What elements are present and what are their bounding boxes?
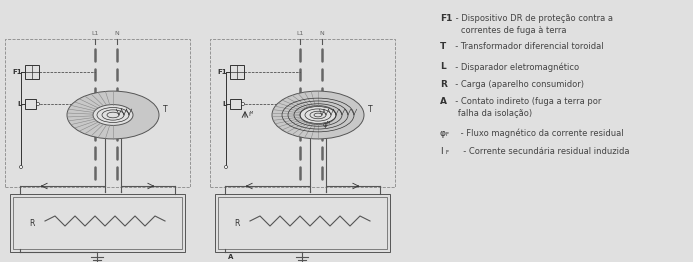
Text: - Contato indireto (fuga a terra por
   falha da isolação): - Contato indireto (fuga a terra por fal… <box>450 97 602 118</box>
Bar <box>215 194 390 252</box>
Text: Iᴹ: Iᴹ <box>248 112 253 117</box>
Circle shape <box>225 166 227 168</box>
Text: L1: L1 <box>91 31 98 36</box>
Text: - Transformador diferencial toroidal: - Transformador diferencial toroidal <box>450 42 604 51</box>
Text: R: R <box>234 219 240 227</box>
Text: - Carga (aparelho consumidor): - Carga (aparelho consumidor) <box>450 80 584 89</box>
Text: R: R <box>440 80 447 89</box>
Bar <box>25 65 39 79</box>
Circle shape <box>19 166 22 168</box>
Text: T: T <box>163 106 168 114</box>
Circle shape <box>241 102 245 106</box>
Bar <box>10 194 185 252</box>
Text: A: A <box>228 254 234 260</box>
Text: A: A <box>440 97 447 106</box>
Circle shape <box>37 102 40 106</box>
Text: F: F <box>446 132 449 137</box>
Text: F: F <box>446 150 449 155</box>
Ellipse shape <box>67 91 159 139</box>
Ellipse shape <box>300 106 336 124</box>
Bar <box>210 39 395 187</box>
Text: F1: F1 <box>440 14 453 23</box>
Bar <box>230 65 244 79</box>
Ellipse shape <box>93 105 133 125</box>
Text: L: L <box>440 62 446 71</box>
Text: - Fluxo magnético da corrente residual: - Fluxo magnético da corrente residual <box>458 129 624 139</box>
Text: N: N <box>114 31 119 36</box>
Bar <box>218 197 387 249</box>
Text: - Dispositivo DR de proteção contra a
   correntes de fuga à terra: - Dispositivo DR de proteção contra a co… <box>453 14 613 35</box>
Text: F1: F1 <box>218 69 227 75</box>
Text: - Corrente secundária residual induzida: - Corrente secundária residual induzida <box>458 147 629 156</box>
Text: L1: L1 <box>297 31 304 36</box>
Text: φ: φ <box>440 129 446 138</box>
Text: L: L <box>222 101 227 107</box>
Text: L: L <box>17 101 22 107</box>
Bar <box>25 99 36 109</box>
Text: - Disparador eletromagnético: - Disparador eletromagnético <box>450 62 579 72</box>
Text: φᴹ: φᴹ <box>323 122 331 128</box>
Text: N: N <box>319 31 324 36</box>
Text: R: R <box>29 219 35 227</box>
Ellipse shape <box>272 91 364 139</box>
Text: I: I <box>440 147 443 156</box>
Bar <box>230 99 241 109</box>
Text: F1: F1 <box>12 69 22 75</box>
Text: T: T <box>368 106 373 114</box>
Bar <box>5 39 190 187</box>
Bar <box>13 197 182 249</box>
Text: T: T <box>440 42 446 51</box>
